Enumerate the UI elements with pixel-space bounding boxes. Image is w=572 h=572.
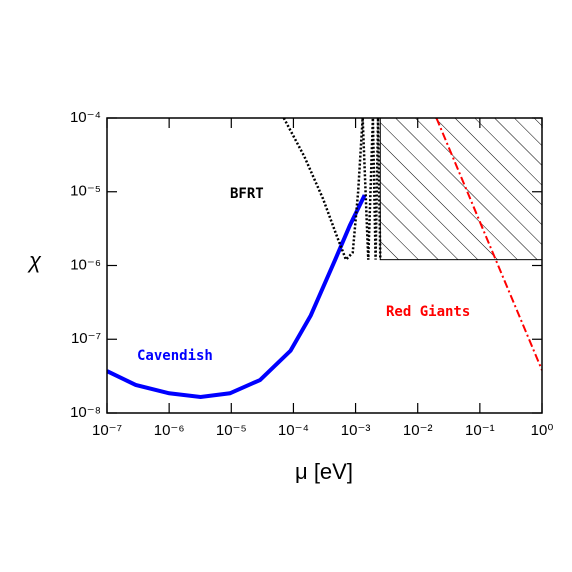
y-tick-label: 10⁻⁸ [70,404,101,421]
x-tick-label: 10⁻⁷ [92,422,122,439]
y-tick-label: 10⁻⁷ [71,330,101,347]
y-axis-label: χ [27,248,42,273]
series-label: Cavendish [137,348,213,364]
series-label: Red Giants [386,304,470,320]
x-tick-label: 10⁻⁵ [216,422,247,439]
x-axis-label: μ [eV] [295,459,353,484]
series-label: BFRT [230,186,264,202]
series-line [282,118,382,262]
series-line [107,194,367,399]
x-tick-label: 10⁰ [531,422,554,439]
y-tick-label: 10⁻⁵ [70,183,101,200]
plot-area [107,118,542,399]
x-tick-label: 10⁻⁶ [154,422,185,439]
x-tick-label: 10⁻² [403,422,433,439]
y-tick-label: 10⁻⁶ [70,256,101,273]
series-line [435,118,542,371]
x-tick-label: 10⁻¹ [465,422,495,439]
excluded-region [379,118,542,261]
y-tick-label: 10⁻⁴ [70,109,101,126]
x-tick-label: 10⁻³ [341,422,371,439]
x-tick-label: 10⁻⁴ [278,422,309,439]
